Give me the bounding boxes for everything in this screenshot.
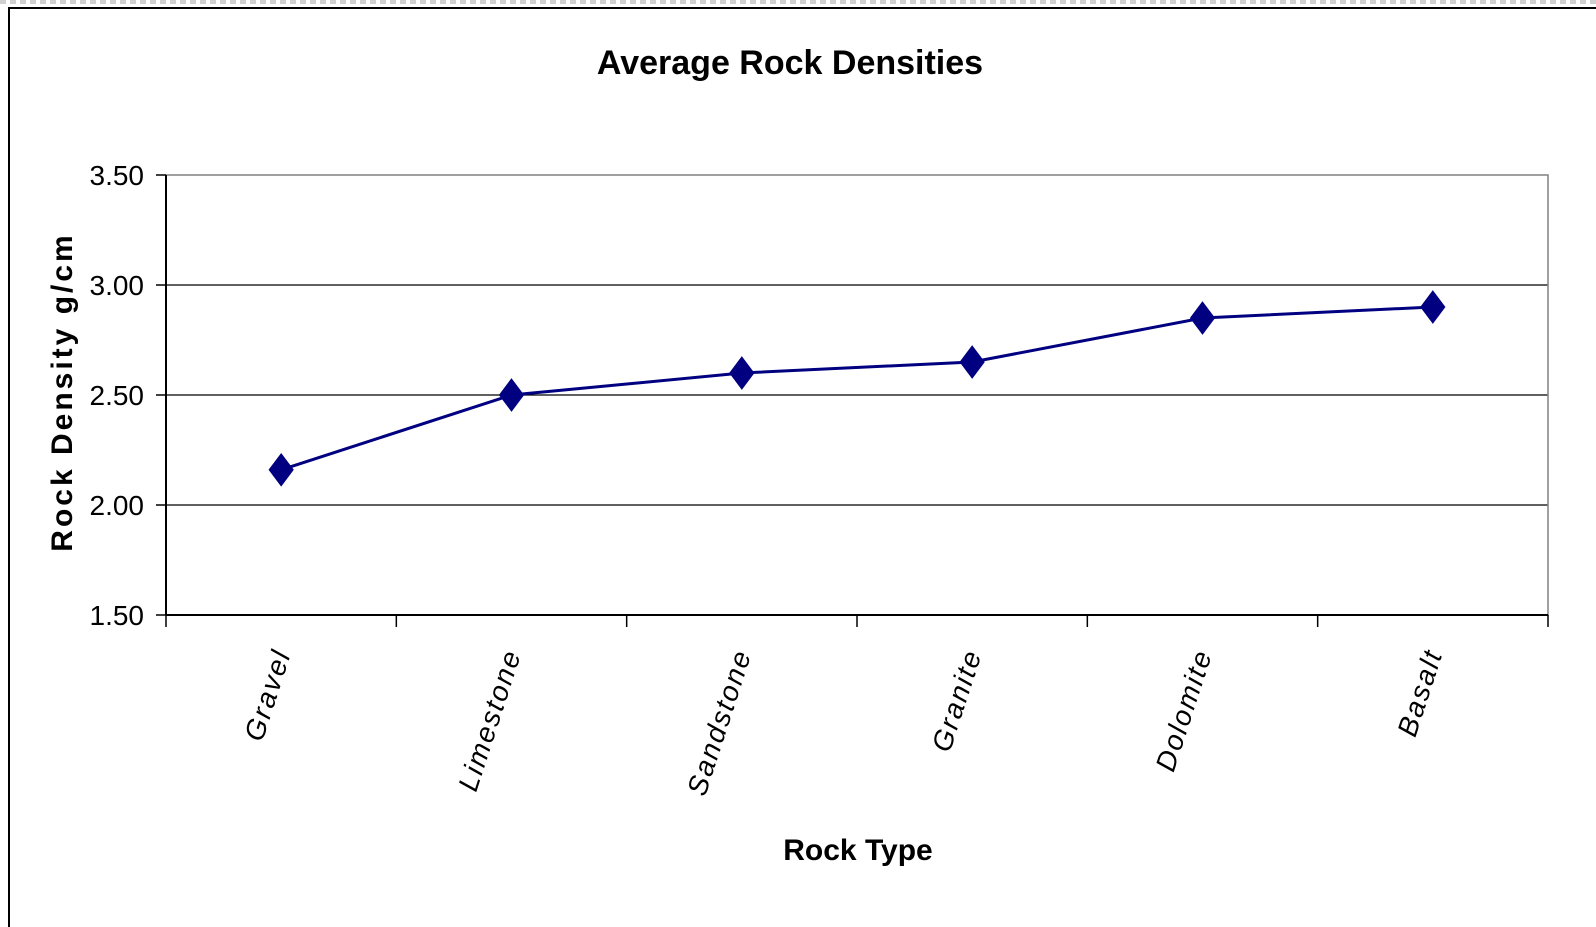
axes [156, 174, 1549, 627]
series-line [280, 305, 1433, 472]
x-tick-labels: Gravel Limestone Sandstone Granite Dolomite B… [238, 645, 1448, 799]
y-tick-label: 1.50 [90, 600, 145, 631]
data-point-marker [1420, 290, 1446, 324]
y-tick-label: 2.50 [90, 380, 145, 411]
x-tick-label: Dolomite [1150, 645, 1219, 775]
series-layer [268, 290, 1446, 487]
x-tick-label: Granite [926, 645, 988, 755]
data-point-marker [729, 356, 755, 390]
y-tick-label: 3.50 [90, 160, 145, 191]
chart-title: Average Rock Densities [597, 44, 983, 82]
data-point-marker [1189, 301, 1216, 335]
gridlines [166, 284, 1548, 506]
y-tick-label: 2.00 [90, 490, 145, 521]
x-tick-label: Basalt [1391, 645, 1448, 740]
x-tick-label: Gravel [238, 645, 297, 744]
data-point-marker [268, 452, 294, 487]
y-tick-labels: 1.50 2.00 2.50 3.00 3.50 [90, 160, 145, 631]
frame-border-dashed [0, 0, 1596, 4]
x-tick-label: Limestone [452, 645, 527, 795]
x-axis-title: Rock Type [783, 834, 933, 867]
x-tick-label: Sandstone [681, 645, 757, 799]
y-axis-title: Rock Density g/cm [46, 232, 79, 551]
chart-area [8, 7, 1596, 927]
y-tick-label: 3.00 [90, 270, 145, 301]
data-point-marker [498, 378, 525, 412]
data-point-marker [959, 345, 985, 379]
